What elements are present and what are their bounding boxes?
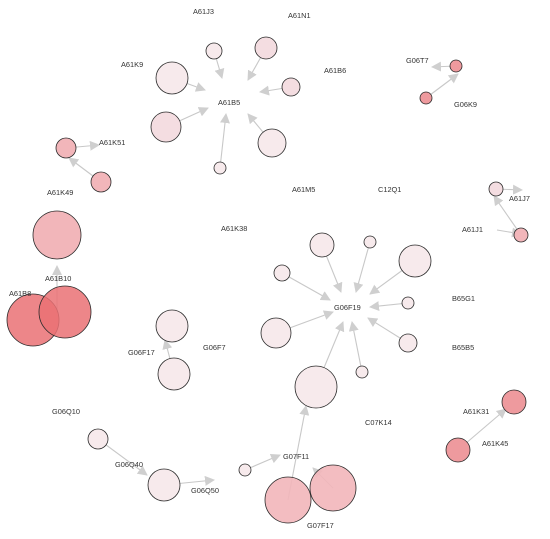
- node-g06f17[interactable]: [157, 357, 191, 391]
- label-a61b5: A61B5: [218, 98, 240, 107]
- node-g06q40[interactable]: [147, 468, 181, 502]
- label-a61m5: A61M5: [292, 185, 315, 194]
- label-b65b5: B65B5: [452, 343, 474, 352]
- node-a61b5-bottom[interactable]: [213, 161, 227, 175]
- node-g06t7[interactable]: [449, 59, 463, 73]
- node-a61j7[interactable]: [513, 227, 529, 243]
- edge-g06k9-g06t7: [425, 73, 459, 99]
- node-a61n1[interactable]: [254, 36, 278, 60]
- label-a61j7: A61J7: [509, 194, 530, 203]
- node-g07f11[interactable]: [309, 464, 357, 512]
- nodes: [6, 36, 529, 524]
- labels: A61J3 A61N1 A61K9 A61B6 A61B5 G06T7 G06K…: [9, 7, 530, 530]
- node-c07k14[interactable]: [355, 365, 369, 379]
- node-a61b6[interactable]: [281, 77, 301, 97]
- label-g06f7: G06F7: [203, 343, 226, 352]
- label-a61k49: A61K49: [47, 188, 73, 197]
- edge-c07k14-g06f19: [348, 321, 363, 373]
- label-g07f11: G07F11: [283, 452, 309, 461]
- node-a61j7-top[interactable]: [488, 181, 504, 197]
- node-a61b10[interactable]: [32, 210, 82, 260]
- label-a61n1: A61N1: [288, 11, 311, 20]
- node-b65g1[interactable]: [401, 296, 415, 310]
- node-a61b5-left[interactable]: [150, 111, 182, 143]
- label-a61k9: A61K9: [121, 60, 143, 69]
- node-b65b5[interactable]: [398, 333, 418, 353]
- label-c07k14: C07K14: [365, 418, 392, 427]
- node-c12q1[interactable]: [363, 235, 377, 249]
- label-g06f17: G06F17: [128, 348, 155, 357]
- label-a61j3: A61J3: [193, 7, 214, 16]
- node-g07f17[interactable]: [264, 476, 312, 524]
- edge-c12q1-g06f19: [353, 241, 371, 293]
- node-a61j1[interactable]: [398, 244, 432, 278]
- edge-node-a61b5-bottom: [219, 113, 230, 169]
- node-g06q50[interactable]: [238, 463, 252, 477]
- node-a61m5[interactable]: [309, 232, 335, 258]
- node-a61k45[interactable]: [445, 437, 471, 463]
- label-g06q10: G06Q10: [52, 407, 80, 416]
- node-g06q10[interactable]: [87, 428, 109, 450]
- label-a61k38: A61K38: [221, 224, 247, 233]
- node-a61k49[interactable]: [90, 171, 112, 193]
- label-a61b8: A61B8: [9, 289, 31, 298]
- node-g06k9[interactable]: [419, 91, 433, 105]
- node-a61j3[interactable]: [205, 42, 223, 60]
- label-c12q1: C12Q1: [378, 185, 401, 194]
- label-b65g1: B65G1: [452, 294, 475, 303]
- label-a61k51: A61K51: [99, 138, 125, 147]
- node-a61b5-right[interactable]: [257, 128, 287, 158]
- node-a61k9[interactable]: [155, 61, 189, 95]
- node-a61b10-big[interactable]: [38, 285, 92, 339]
- label-g06f19: G06F19: [334, 303, 361, 312]
- label-a61b10: A61B10: [45, 274, 71, 283]
- label-g07f17: G07F17: [307, 521, 334, 530]
- label-g06t7: G06T7: [406, 56, 429, 65]
- node-a61k51[interactable]: [55, 137, 77, 159]
- label-g06q50: G06Q50: [191, 486, 219, 495]
- node-a61k31[interactable]: [501, 389, 527, 415]
- label-a61k45: A61K45: [482, 439, 508, 448]
- edge-a61k38-g06f19: [281, 272, 331, 301]
- label-g06q40: G06Q40: [115, 460, 143, 469]
- label-a61b6: A61B6: [324, 66, 346, 75]
- label-a61k31: A61K31: [463, 407, 489, 416]
- node-g06f7[interactable]: [260, 317, 292, 349]
- node-g06f17-top[interactable]: [155, 309, 189, 343]
- node-g06f19-big[interactable]: [294, 365, 338, 409]
- label-g06k9: G06K9: [454, 100, 477, 109]
- label-a61j1: A61J1: [462, 225, 483, 234]
- node-a61k38[interactable]: [273, 264, 291, 282]
